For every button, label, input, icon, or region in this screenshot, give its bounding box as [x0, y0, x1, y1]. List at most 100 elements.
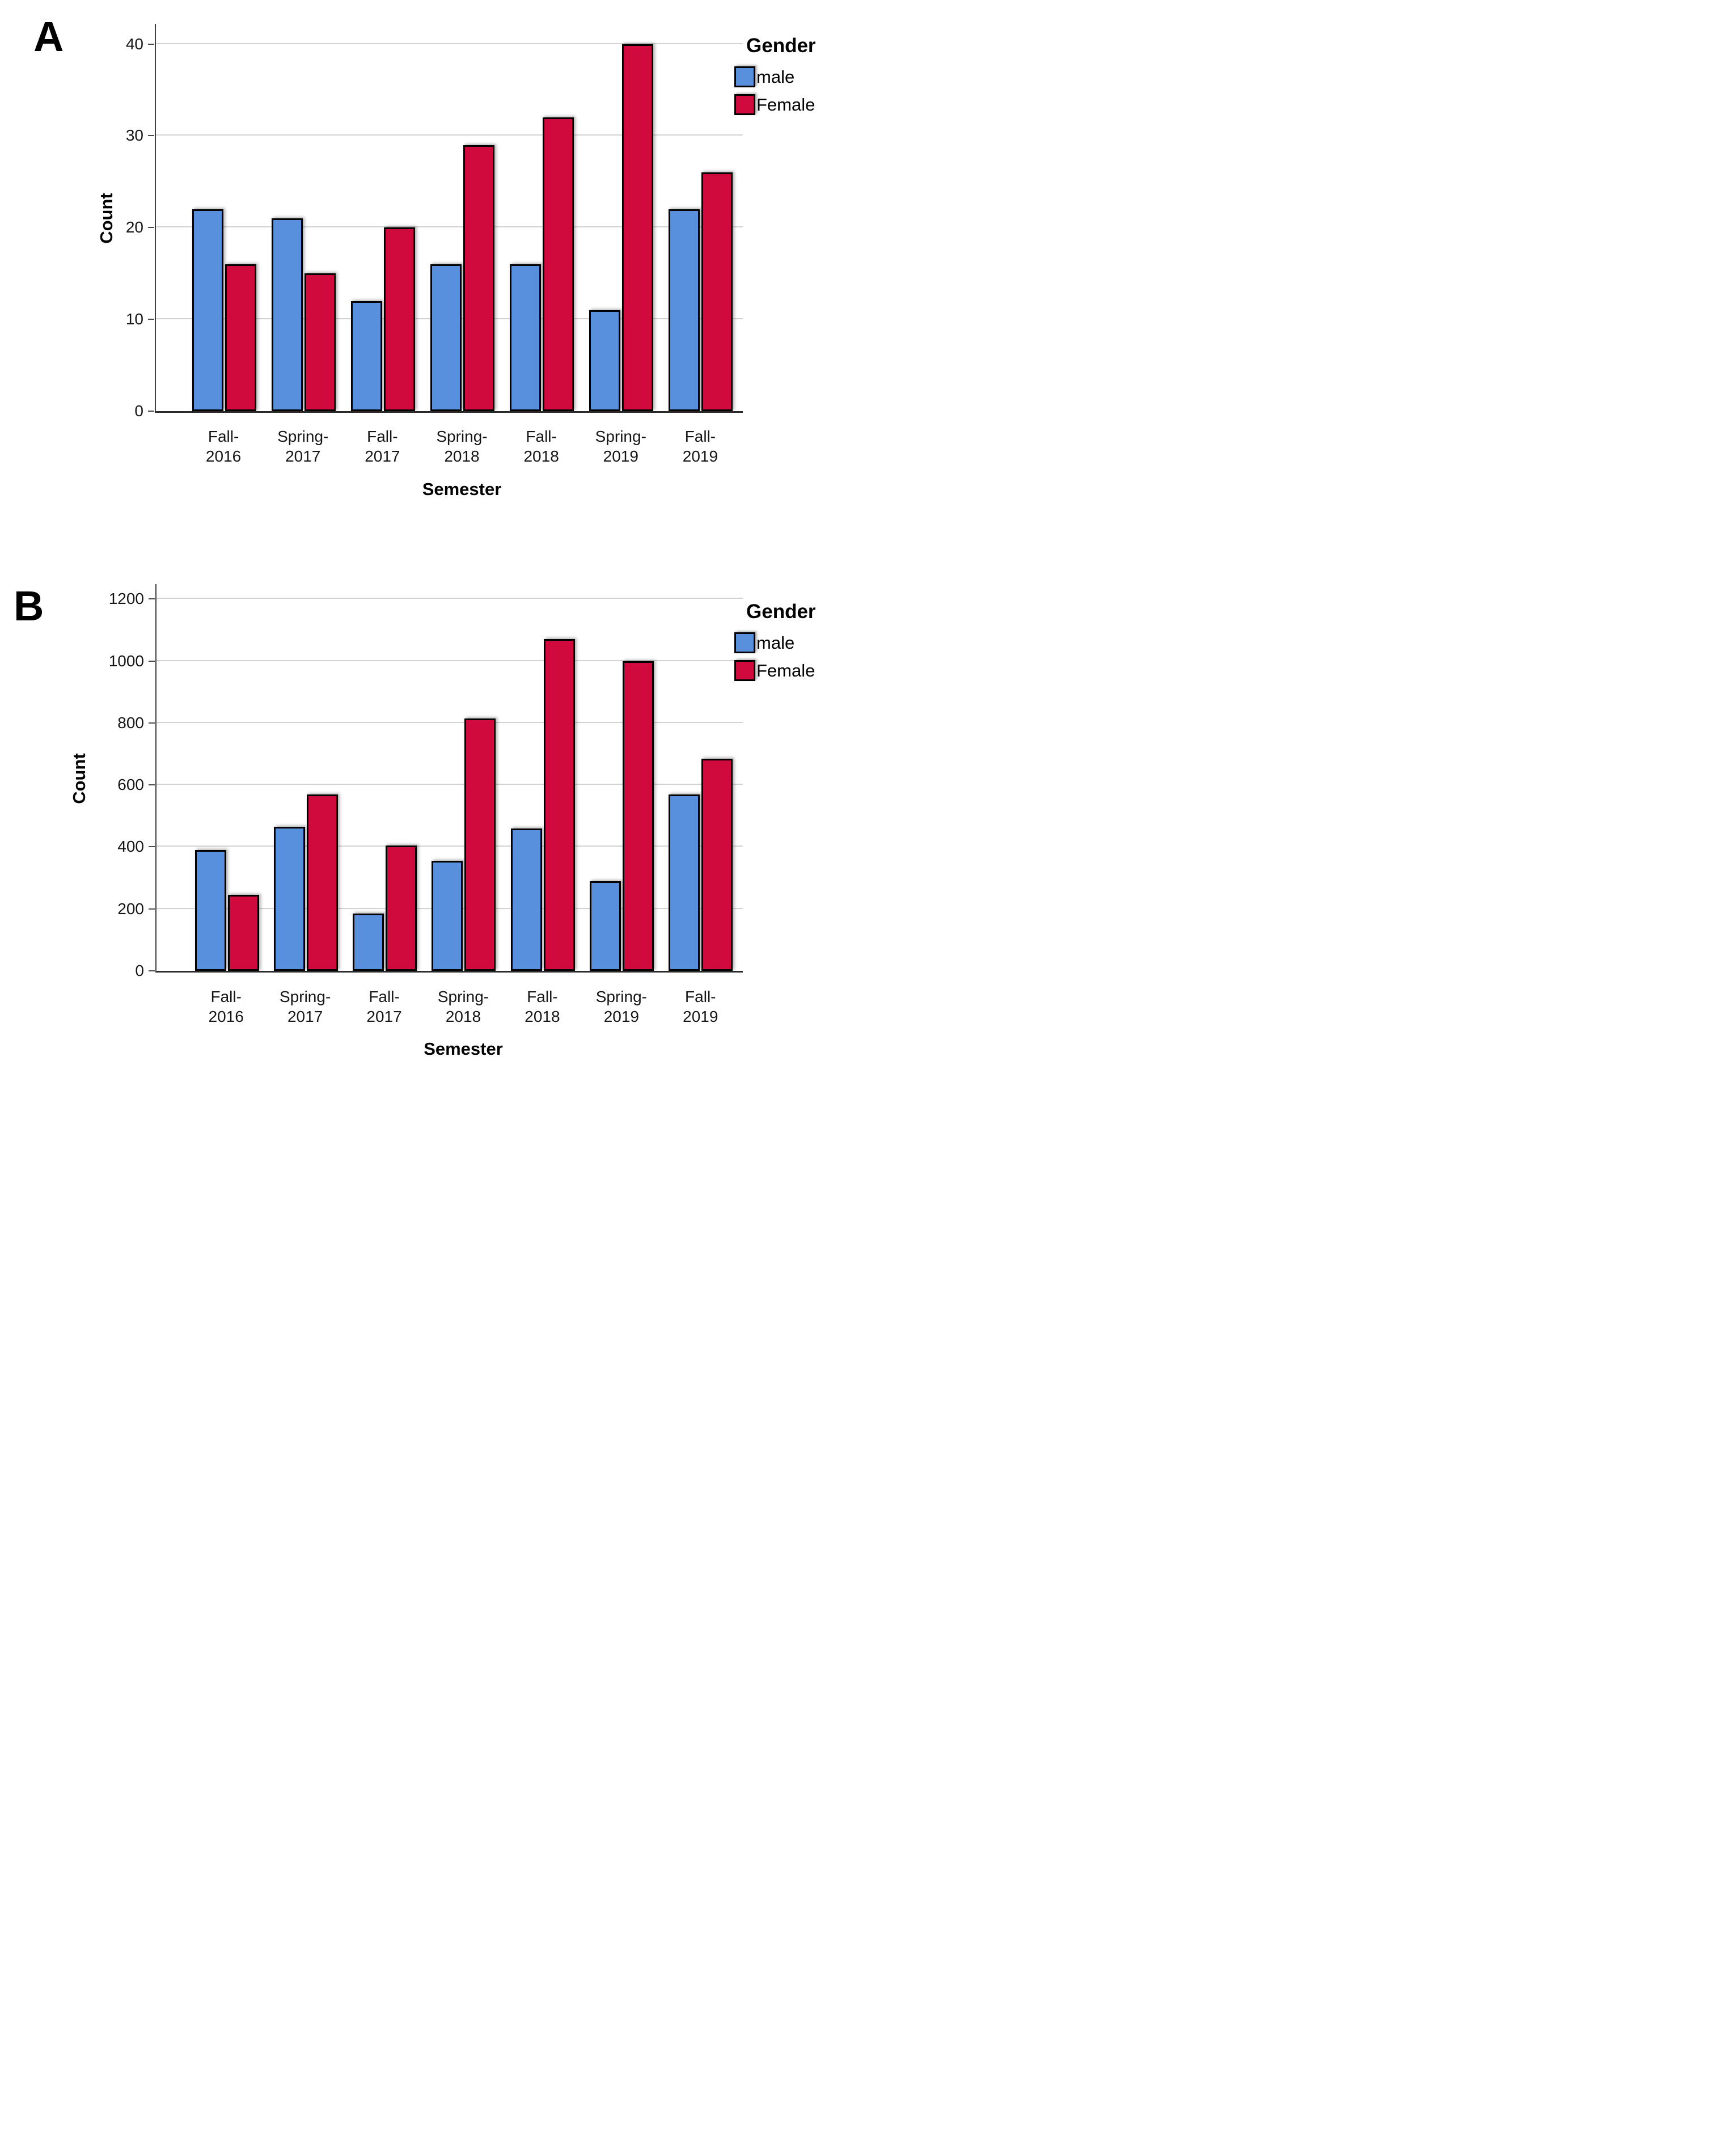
bar-female-spring-2018: [464, 718, 496, 971]
bar-male-fall-2018: [509, 264, 541, 411]
bar-male-fall-2019: [668, 794, 700, 971]
x-category-label-line: Spring-: [595, 988, 647, 1005]
y-tick-mark: [149, 722, 155, 724]
y-tick-mark: [148, 135, 154, 137]
y-tick-label: 0: [135, 962, 144, 979]
panel-a-plot-area: [155, 24, 743, 413]
x-category-label-line: 2017: [366, 1008, 402, 1025]
legend-item-male: male: [734, 66, 816, 87]
y-tick-label: 200: [117, 899, 144, 918]
x-category-label-line: Fall-: [369, 988, 400, 1005]
x-category-label-line: 2019: [603, 447, 638, 465]
bar-female-spring-2019: [622, 661, 654, 971]
figure: A 0 10 20 30 40 Fall- 2016 Spring- 2017 Fall- 2017 S…: [0, 0, 858, 1078]
y-tick-label: 10: [125, 310, 143, 328]
x-category-label-line: Spring-: [437, 988, 489, 1005]
bar-group-fall-2016: [188, 849, 267, 971]
male-color-swatch: [734, 66, 755, 87]
x-category-label-line: 2018: [444, 447, 480, 465]
bar-group-spring-2019: [581, 44, 661, 411]
x-category-label-line: 2017: [365, 447, 400, 465]
bar-female-fall-2018: [542, 117, 574, 411]
gridline: [157, 721, 743, 723]
x-category-label: Fall- 2019: [661, 987, 740, 1026]
y-axis-title: Count: [96, 193, 116, 244]
bar-group-fall-2017: [345, 845, 424, 971]
gridline: [157, 784, 743, 785]
bar-group-spring-2019: [582, 661, 661, 971]
y-tick-mark: [149, 846, 155, 848]
x-category-label: Fall- 2017: [345, 987, 424, 1026]
gridline: [157, 660, 743, 661]
x-category-label-line: Fall-: [208, 428, 239, 445]
x-category-label-line: Spring-: [595, 428, 646, 445]
x-category-label: Fall- 2017: [342, 426, 422, 466]
y-tick-mark: [149, 970, 155, 971]
gridline: [156, 43, 743, 44]
x-category-label: Fall- 2016: [184, 426, 263, 466]
bar-group-spring-2018: [423, 145, 502, 411]
bar-group-fall-2019: [661, 172, 740, 411]
bar-female-spring-2019: [621, 44, 653, 411]
y-tick-mark: [148, 43, 154, 45]
x-category-label: Fall- 2016: [187, 987, 265, 1026]
y-tick-label: 20: [125, 218, 143, 236]
panel-b-letter: B: [14, 582, 44, 629]
bar-male-fall-2017: [353, 913, 384, 971]
y-tick-mark: [149, 908, 155, 910]
legend-title: Gender: [746, 601, 816, 623]
y-tick-label: 1000: [108, 652, 144, 670]
panel-b-legend: Gender male Female: [734, 601, 816, 688]
bar-group-fall-2018: [504, 639, 582, 971]
bar-female-spring-2017: [307, 794, 339, 971]
x-category-label-line: 2017: [285, 447, 321, 465]
x-category-label-line: 2019: [603, 1008, 639, 1025]
bar-male-spring-2018: [430, 264, 462, 411]
female-color-swatch: [734, 660, 755, 681]
x-category-label-line: Fall-: [685, 988, 716, 1005]
x-category-label: Spring- 2017: [265, 987, 344, 1026]
bar-male-spring-2019: [589, 310, 620, 411]
bar-male-spring-2017: [272, 218, 303, 411]
x-category-label-line: 2016: [205, 447, 242, 465]
x-category-label: Fall- 2019: [661, 426, 740, 466]
bar-female-spring-2017: [305, 273, 336, 411]
x-category-label: Spring- 2017: [263, 426, 342, 466]
bar-male-fall-2016: [192, 209, 224, 411]
x-category-label-line: Fall-: [684, 428, 716, 445]
female-color-swatch: [734, 94, 755, 115]
bar-male-spring-2018: [432, 861, 463, 971]
x-category-label: Spring- 2019: [581, 426, 661, 466]
bar-group-fall-2017: [344, 227, 423, 411]
bar-female-fall-2017: [384, 227, 416, 411]
bar-group-spring-2017: [267, 794, 345, 971]
x-category-label: Spring- 2018: [422, 426, 501, 466]
x-category-label-line: Fall-: [367, 428, 398, 445]
bar-male-spring-2017: [274, 826, 306, 971]
y-tick-label: 0: [134, 402, 143, 420]
x-category-label: Fall- 2018: [502, 426, 581, 466]
x-axis-title: Semester: [422, 479, 502, 499]
x-category-label-line: Fall-: [210, 988, 242, 1005]
bar-male-spring-2019: [589, 881, 621, 971]
bar-female-fall-2016: [228, 895, 260, 971]
y-tick-mark: [149, 598, 155, 600]
y-tick-mark: [148, 227, 154, 229]
x-axis-title: Semester: [424, 1039, 503, 1059]
x-category-label-line: 2019: [682, 447, 718, 465]
x-category-label: Fall- 2018: [503, 987, 582, 1026]
bar-female-fall-2016: [225, 264, 257, 411]
legend-item-male: male: [734, 632, 816, 653]
gridline: [156, 226, 743, 228]
x-category-label-line: 2016: [208, 1008, 244, 1025]
y-tick-mark: [149, 660, 155, 662]
legend-item-label: male: [756, 632, 795, 653]
x-category-label-line: 2019: [683, 1008, 718, 1025]
bar-male-fall-2019: [668, 209, 700, 411]
legend-item-label: Female: [756, 94, 815, 115]
male-color-swatch: [734, 632, 755, 653]
x-category-label: Spring- 2018: [424, 987, 502, 1026]
gridline: [156, 134, 743, 136]
panel-a-letter: A: [33, 13, 64, 60]
x-category-label-line: Spring-: [280, 988, 331, 1005]
